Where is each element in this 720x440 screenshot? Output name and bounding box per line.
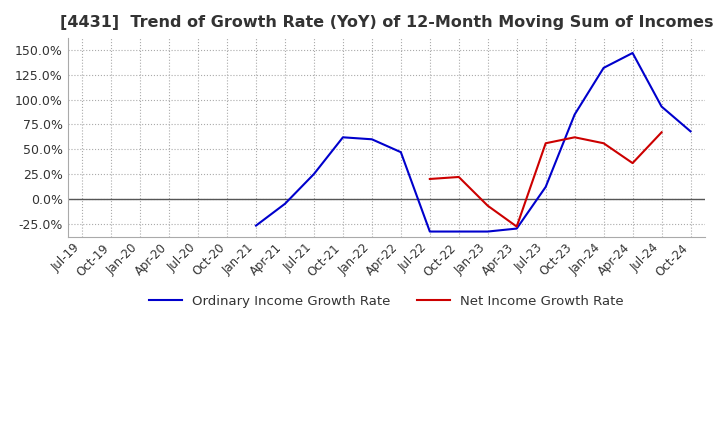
- Line: Ordinary Income Growth Rate: Ordinary Income Growth Rate: [256, 53, 690, 231]
- Ordinary Income Growth Rate: [570, 112, 579, 117]
- Title: [4431]  Trend of Growth Rate (YoY) of 12-Month Moving Sum of Incomes: [4431] Trend of Growth Rate (YoY) of 12-…: [60, 15, 713, 30]
- Net Income Growth Rate: [570, 135, 579, 140]
- Ordinary Income Growth Rate: [310, 171, 318, 176]
- Legend: Ordinary Income Growth Rate, Net Income Growth Rate: Ordinary Income Growth Rate, Net Income …: [143, 290, 629, 313]
- Ordinary Income Growth Rate: [281, 201, 289, 206]
- Net Income Growth Rate: [513, 224, 521, 229]
- Ordinary Income Growth Rate: [397, 150, 405, 155]
- Net Income Growth Rate: [657, 130, 666, 135]
- Ordinary Income Growth Rate: [483, 229, 492, 234]
- Ordinary Income Growth Rate: [426, 229, 434, 234]
- Ordinary Income Growth Rate: [541, 184, 550, 190]
- Net Income Growth Rate: [541, 141, 550, 146]
- Ordinary Income Growth Rate: [657, 104, 666, 109]
- Net Income Growth Rate: [599, 141, 608, 146]
- Ordinary Income Growth Rate: [599, 65, 608, 70]
- Ordinary Income Growth Rate: [252, 223, 261, 228]
- Ordinary Income Growth Rate: [513, 226, 521, 231]
- Ordinary Income Growth Rate: [338, 135, 347, 140]
- Net Income Growth Rate: [483, 203, 492, 209]
- Net Income Growth Rate: [426, 176, 434, 182]
- Ordinary Income Growth Rate: [454, 229, 463, 234]
- Net Income Growth Rate: [454, 174, 463, 180]
- Net Income Growth Rate: [629, 161, 637, 166]
- Ordinary Income Growth Rate: [686, 129, 695, 134]
- Line: Net Income Growth Rate: Net Income Growth Rate: [430, 132, 662, 227]
- Ordinary Income Growth Rate: [368, 137, 377, 142]
- Ordinary Income Growth Rate: [629, 50, 637, 55]
